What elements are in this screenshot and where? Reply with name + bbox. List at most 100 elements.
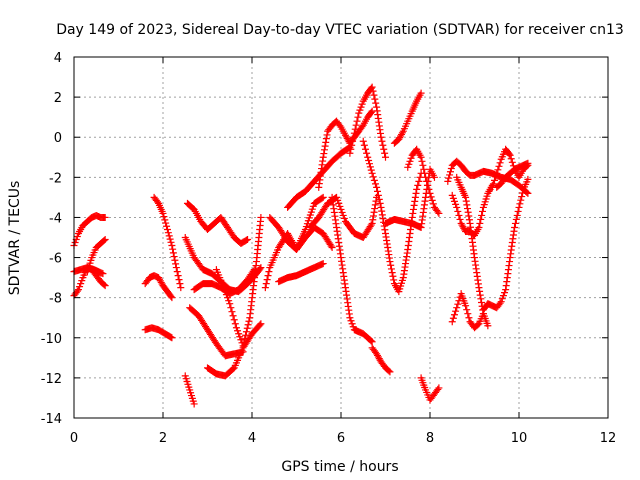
- data-point: [257, 213, 265, 221]
- data-point: [419, 161, 427, 169]
- data-point: [172, 264, 180, 272]
- data-point: [99, 270, 107, 278]
- data-point: [349, 133, 357, 141]
- data-point: [423, 181, 431, 189]
- chart-title: Day 149 of 2023, Sidereal Day-to-day VTE…: [56, 22, 624, 38]
- data-point: [385, 367, 393, 375]
- series-s25: [390, 89, 425, 147]
- data-point: [225, 297, 233, 305]
- data-point: [386, 258, 394, 266]
- data-point: [173, 268, 181, 276]
- data-point: [450, 197, 458, 205]
- series-s7: [150, 193, 185, 292]
- data-point: [379, 141, 387, 149]
- data-point: [220, 285, 228, 293]
- data-point: [434, 385, 442, 393]
- data-point: [456, 215, 464, 223]
- x-tick-label: 6: [337, 431, 345, 446]
- data-point: [368, 219, 376, 227]
- data-point: [265, 268, 273, 276]
- data-point: [484, 322, 492, 330]
- data-point: [242, 236, 250, 244]
- data-point: [435, 384, 443, 392]
- data-point: [429, 200, 437, 208]
- data-point: [369, 87, 377, 95]
- data-point: [474, 321, 482, 329]
- data-point: [353, 117, 361, 125]
- x-tick-label: 0: [70, 431, 78, 446]
- series-s24: [359, 137, 425, 296]
- data-point: [446, 168, 454, 176]
- data-point: [153, 198, 161, 206]
- data-point: [243, 324, 251, 332]
- series-s28: [417, 374, 443, 404]
- data-point: [516, 200, 524, 208]
- data-point: [262, 280, 270, 288]
- data-point: [101, 213, 109, 221]
- y-tick-label: -8: [49, 292, 62, 307]
- data-point: [430, 173, 438, 181]
- data-point: [368, 83, 376, 91]
- data-point: [163, 225, 171, 233]
- x-tick-labels: 0 2 4 6 8 10 12: [70, 431, 616, 446]
- data-point: [452, 307, 460, 315]
- data-point: [453, 304, 461, 312]
- data-point: [512, 215, 520, 223]
- data-point: [371, 205, 379, 213]
- data-point: [465, 216, 473, 224]
- data-point: [452, 200, 460, 208]
- data-point: [523, 188, 531, 196]
- data-point: [407, 154, 415, 162]
- data-point: [226, 300, 234, 308]
- data-point: [506, 151, 514, 159]
- data-point: [241, 335, 249, 343]
- data-point: [319, 193, 327, 201]
- data-point: [380, 145, 388, 153]
- data-point: [261, 284, 269, 292]
- data-point: [514, 207, 522, 215]
- data-point: [507, 155, 515, 163]
- data-point: [477, 295, 485, 303]
- data-point: [227, 304, 235, 312]
- data-point: [319, 260, 327, 268]
- data-point: [349, 137, 357, 145]
- data-point: [167, 238, 175, 246]
- data-point: [497, 298, 505, 306]
- series-s20: [306, 193, 381, 241]
- data-point: [190, 400, 198, 408]
- series-s26: [404, 145, 443, 217]
- data-point: [338, 208, 346, 216]
- data-point: [222, 291, 230, 299]
- data-point: [365, 156, 373, 164]
- data-point: [364, 153, 372, 161]
- data-point: [386, 368, 394, 376]
- data-point: [257, 264, 265, 272]
- data-point: [428, 196, 436, 204]
- series-s14: [212, 213, 265, 350]
- y-tick-label: -4: [49, 211, 62, 226]
- series-s3: [70, 264, 109, 300]
- data-point: [177, 284, 185, 292]
- data-point: [489, 180, 497, 188]
- data-point: [388, 269, 396, 277]
- data-point: [464, 310, 472, 318]
- data-point: [420, 165, 428, 173]
- data-point: [417, 89, 425, 97]
- data-point: [381, 226, 389, 234]
- data-point: [476, 287, 484, 295]
- data-point: [167, 292, 175, 300]
- data-point: [367, 221, 375, 229]
- data-point: [169, 249, 177, 257]
- x-axis-label: GPS time / hours: [281, 459, 398, 475]
- data-point: [171, 256, 179, 264]
- data-point: [236, 333, 244, 341]
- series-s8: [181, 372, 198, 408]
- data-point: [168, 334, 176, 342]
- data-point: [390, 276, 398, 284]
- data-point: [244, 321, 252, 329]
- data-point: [444, 177, 452, 185]
- data-point: [370, 176, 378, 184]
- data-point: [219, 282, 227, 290]
- data-point: [377, 133, 385, 141]
